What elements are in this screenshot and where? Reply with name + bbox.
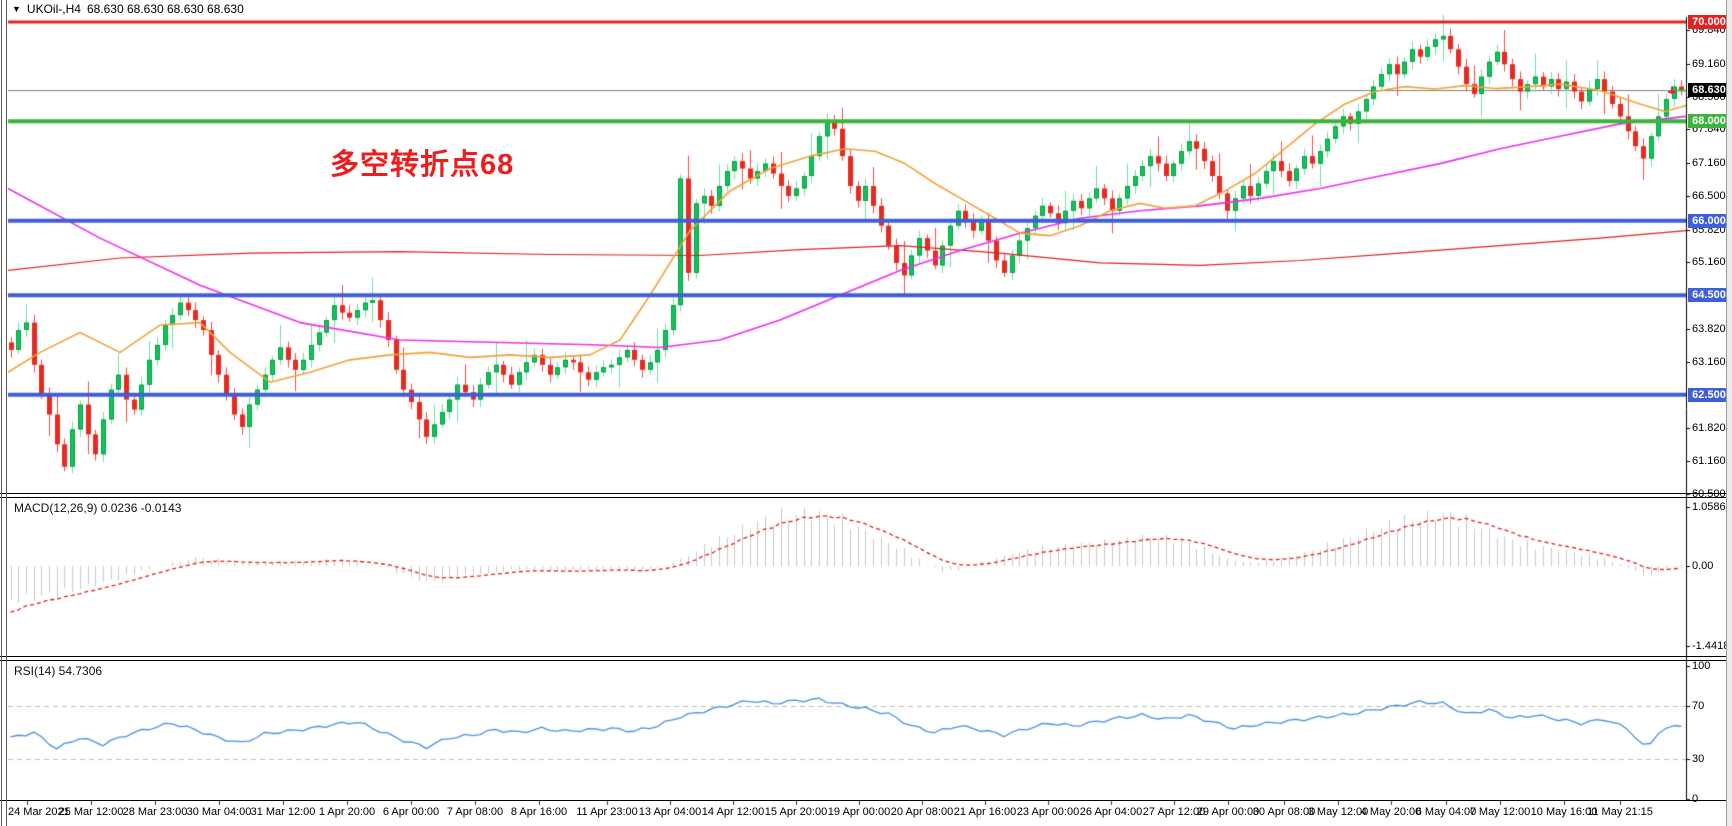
time-label: 1 Apr 20:00	[318, 806, 376, 818]
time-label: 6 May 04:00	[1415, 806, 1477, 818]
scrollbar-strip[interactable]	[1726, 0, 1732, 826]
rsi-tick-label: 70	[1692, 700, 1705, 712]
macd-tick-label: 1.0586	[1692, 501, 1726, 514]
rsi-tick-label: 30	[1692, 753, 1705, 765]
price-tick-label: 65.160	[1692, 256, 1726, 269]
macd-indicator-label: MACD(12,26,9) 0.0236 -0.0143	[14, 501, 182, 515]
rsi-indicator-label: RSI(14) 54.7306	[14, 664, 103, 678]
time-label: 13 Apr 04:00	[638, 806, 702, 818]
time-label: 7 May 12:00	[1469, 806, 1531, 818]
time-label: 19 Apr 00:00	[827, 806, 891, 818]
annotation-text: 多空转折点68	[330, 149, 515, 181]
price-tick-label: 67.160	[1692, 157, 1726, 170]
time-label: 25 Mar 12:00	[58, 806, 124, 818]
panel-separator[interactable]	[0, 497, 1732, 498]
window-left-border-outer	[1, 0, 2, 826]
time-label: 29 Apr 00:00	[1196, 806, 1260, 818]
panel-separator[interactable]	[0, 656, 1732, 657]
price-tick-label: 63.820	[1692, 323, 1726, 336]
time-axis-border	[0, 800, 1732, 801]
ohlc-quotes: 68.630 68.630 68.630 68.630	[86, 2, 244, 16]
time-label: 6 Apr 00:00	[382, 806, 440, 818]
time-label: 11 May 21:15	[1587, 806, 1653, 818]
price-badge: 62.500	[1688, 387, 1730, 402]
time-label: 30 Apr 08:00	[1252, 806, 1316, 818]
time-label: 30 Mar 04:00	[186, 806, 252, 818]
time-label: 11 Apr 23:00	[576, 806, 638, 818]
symbol-period-label: UKOil-,H4	[26, 2, 81, 16]
time-label: 15 Apr 20:00	[764, 806, 828, 818]
macd-tick-label: -1.4418	[1692, 640, 1730, 653]
time-label: 26 Apr 04:00	[1079, 806, 1143, 818]
time-label: 20 Apr 08:00	[890, 806, 954, 818]
time-label: 14 Apr 12:00	[701, 806, 765, 818]
time-label: 23 Apr 00:00	[1016, 806, 1080, 818]
price-badge: 68.630	[1688, 83, 1730, 98]
price-tick-label: 66.500	[1692, 189, 1726, 202]
rsi-tick-label: 0	[1692, 792, 1699, 805]
time-label: 31 Mar 12:00	[250, 806, 316, 818]
time-label: 28 Mar 23:00	[122, 806, 188, 818]
window-left-border-inner	[6, 0, 7, 826]
panel-separator[interactable]	[0, 493, 1732, 494]
macd-tick-label: 0.00	[1692, 560, 1714, 572]
panel-separator[interactable]	[0, 660, 1732, 661]
price-tick-label: 60.500	[1692, 488, 1726, 500]
time-label: 3 May 12:00	[1307, 806, 1369, 818]
time-label: 27 Apr 12:00	[1142, 806, 1206, 818]
time-label: 8 Apr 16:00	[510, 806, 568, 818]
time-label: 7 Apr 08:00	[446, 806, 504, 818]
price-badge: 66.000	[1688, 213, 1730, 228]
price-tick-label: 61.160	[1692, 455, 1726, 468]
collapse-triangle-icon[interactable]: ▼	[12, 4, 21, 14]
time-label: 10 May 16:00	[1530, 806, 1598, 818]
price-badge: 70.000	[1688, 15, 1730, 29]
price-badge: 68.000	[1688, 114, 1730, 129]
chart-header: ▼ UKOil-,H4 68.630 68.630 68.630 68.630	[12, 2, 244, 16]
price-badge: 64.500	[1688, 288, 1730, 303]
time-label: 21 Apr 16:00	[953, 806, 1017, 818]
price-tick-label: 61.820	[1692, 422, 1726, 435]
price-tick-label: 69.160	[1692, 57, 1726, 70]
price-tick-label: 63.160	[1692, 355, 1726, 368]
time-label: 4 May 20:00	[1360, 806, 1422, 818]
time-label: 24 Mar 2021	[8, 806, 70, 818]
rsi-tick-label: 100	[1692, 660, 1711, 673]
